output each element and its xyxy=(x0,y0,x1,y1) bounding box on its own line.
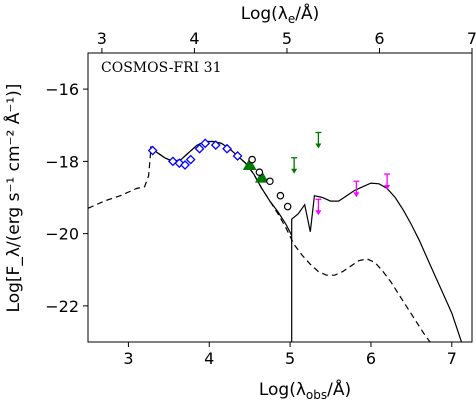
magenta-upper-limit-head xyxy=(384,185,391,191)
axis-ticks: 3 4 5 6 7 3 4 5 6 7 −16 −18 −20 −22 xyxy=(45,29,476,368)
x-tick-label: 5 xyxy=(285,349,295,368)
open-circle-point xyxy=(248,155,256,164)
y-tick-label: −22 xyxy=(45,297,79,316)
blue-diamond-point xyxy=(232,151,243,161)
top-x-tick-label: 6 xyxy=(374,29,384,48)
x-axis-label-bottom: Log(λobs/Å) xyxy=(259,378,351,402)
model-curve-solid xyxy=(149,140,463,342)
open-circle-point xyxy=(255,168,264,177)
green-triangle-point xyxy=(242,157,257,170)
top-x-tick-label: 4 xyxy=(189,29,199,48)
x-tick-label: 7 xyxy=(447,349,457,368)
x-tick-label: 3 xyxy=(123,349,133,368)
top-x-tick-label: 3 xyxy=(97,29,107,48)
green-upper-limit-head xyxy=(315,143,322,149)
top-x-tick-label: 7 xyxy=(467,29,476,48)
x-axis-label-top: Log(λe/Å) xyxy=(241,2,319,26)
open-circle-point xyxy=(266,177,274,186)
open-circle-point xyxy=(276,191,285,200)
y-tick-label: −20 xyxy=(45,225,79,244)
blue-diamond-point xyxy=(180,160,190,170)
blue-diamond-point xyxy=(222,143,232,154)
blue-diamond-point xyxy=(194,143,205,154)
magenta-upper-limit-head xyxy=(353,192,360,198)
green-upper-limit-head xyxy=(291,168,298,174)
blue-diamond-point xyxy=(210,140,221,151)
x-tick-label: 4 xyxy=(204,349,214,368)
green-triangle-point xyxy=(254,170,269,183)
source-annotation: COSMOS-FRI 31 xyxy=(101,60,221,76)
x-tick-label: 6 xyxy=(366,349,376,368)
blue-diamond-point xyxy=(200,138,211,149)
plot-frame xyxy=(87,52,473,343)
blue-diamond-point xyxy=(185,154,196,165)
blue-diamond-point xyxy=(147,145,158,156)
y-axis-label: Log[F_λ/(erg s⁻¹ cm⁻² Å⁻¹)] xyxy=(2,84,24,313)
y-tick-label: −16 xyxy=(45,80,79,99)
model-curve-dashed xyxy=(88,140,431,342)
open-circle-point xyxy=(283,202,292,211)
magenta-upper-limit-head xyxy=(315,210,322,216)
plot-area xyxy=(88,131,463,342)
top-x-tick-label: 5 xyxy=(282,29,292,48)
y-tick-label: −18 xyxy=(45,152,79,171)
